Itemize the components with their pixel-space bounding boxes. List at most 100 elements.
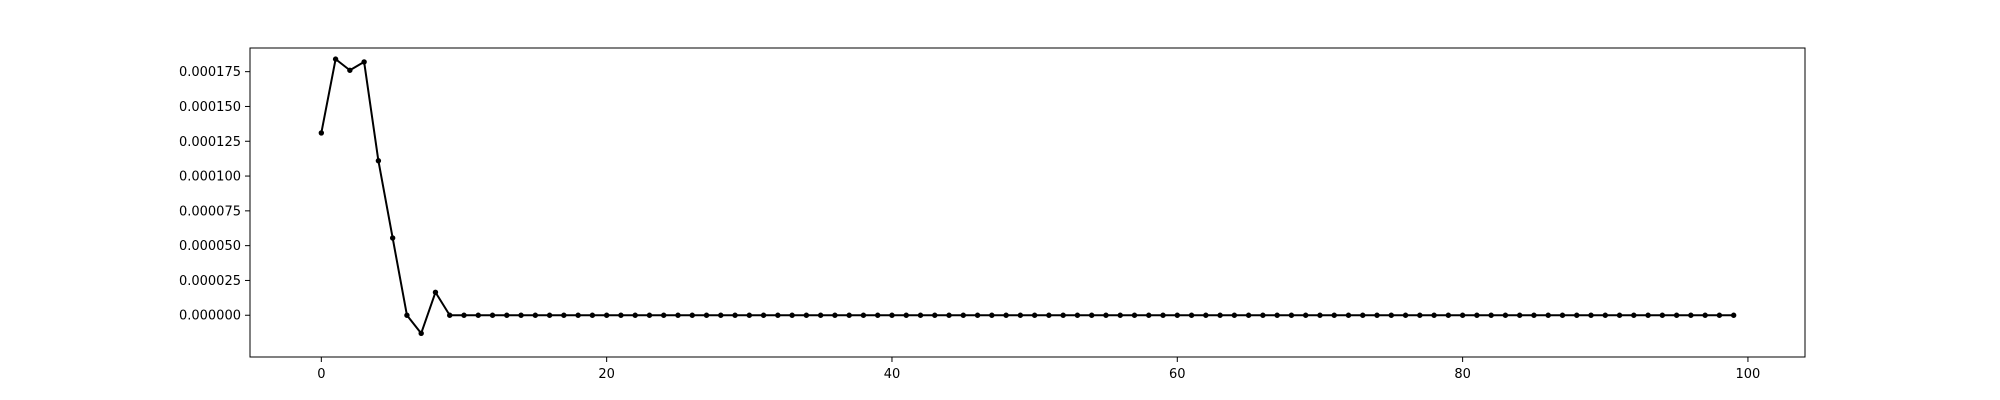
- data-point: [1074, 312, 1081, 318]
- data-point: [775, 312, 781, 318]
- data-point: [1516, 312, 1523, 318]
- data-point: [1117, 312, 1123, 318]
- data-point: [832, 312, 838, 318]
- data-point: [1060, 312, 1066, 318]
- data-point: [1146, 312, 1152, 318]
- data-point: [318, 130, 325, 136]
- data-point: [1631, 312, 1637, 318]
- data-point: [1345, 312, 1352, 318]
- data-point: [1088, 312, 1095, 318]
- data-point: [404, 312, 410, 318]
- data-point: [1702, 312, 1708, 318]
- data-point: [974, 312, 981, 318]
- plot-frame: [249, 47, 1806, 358]
- data-point: [1559, 312, 1566, 318]
- y-tick-label: 0.000125: [179, 135, 241, 150]
- x-tick-label: 0: [317, 367, 325, 382]
- data-point: [917, 312, 924, 318]
- data-point: [418, 330, 424, 337]
- data-point: [1474, 312, 1480, 318]
- data-point: [1445, 312, 1452, 318]
- y-axis: 0.000000 0.000025 0.000050 0.000075 0.000100…: [179, 65, 250, 324]
- data-point: [347, 67, 353, 73]
- x-tick-label: 40: [884, 367, 901, 382]
- data-point: [518, 312, 524, 318]
- data-point: [703, 312, 710, 318]
- data-point: [889, 312, 895, 318]
- data-point: [1488, 312, 1494, 318]
- x-tick-label: 20: [598, 367, 615, 382]
- data-point: [1716, 312, 1723, 318]
- data-point: [489, 312, 496, 318]
- data-point: [1673, 312, 1680, 318]
- data-point: [903, 312, 909, 318]
- data-point: [1231, 312, 1238, 318]
- data-point: [846, 312, 852, 318]
- data-point: [1302, 312, 1309, 318]
- data-point: [1574, 312, 1580, 318]
- data-point: [1188, 312, 1195, 318]
- y-tick-label: 0.000075: [179, 204, 241, 219]
- data-point: [760, 312, 767, 318]
- data-point: [875, 312, 881, 318]
- data-point: [1217, 312, 1223, 318]
- x-tick-label: 100: [1736, 367, 1761, 382]
- x-tick-label: 80: [1454, 367, 1471, 382]
- data-point: [746, 312, 753, 318]
- data-point: [1459, 312, 1466, 318]
- data-point: [1260, 312, 1266, 318]
- data-point: [1659, 312, 1666, 318]
- data-point: [1502, 312, 1509, 318]
- data-point: [1388, 312, 1394, 318]
- data-point: [1317, 312, 1323, 318]
- data-point: [946, 312, 952, 318]
- data-point: [960, 312, 967, 318]
- data-point: [1245, 312, 1252, 318]
- data-point: [1274, 312, 1280, 318]
- data-point: [661, 312, 667, 318]
- data-point: [1031, 312, 1038, 318]
- y-tick-label: 0.000050: [179, 239, 241, 254]
- data-point: [1616, 312, 1623, 318]
- data-point: [589, 312, 596, 318]
- data-point: [989, 312, 995, 318]
- data-point: [817, 312, 824, 318]
- data-point: [789, 312, 795, 318]
- data-point: [618, 312, 624, 318]
- data-point: [432, 289, 439, 295]
- data-point: [803, 312, 810, 318]
- data-point: [732, 312, 738, 318]
- data-point: [932, 312, 938, 318]
- data-point: [1374, 312, 1380, 318]
- data-point: [1417, 312, 1423, 318]
- data-point: [389, 235, 396, 241]
- data-point: [1402, 312, 1409, 318]
- data-point: [475, 312, 481, 318]
- y-tick-label: 0.000175: [179, 65, 241, 80]
- plot-area: [318, 56, 1737, 337]
- data-point: [332, 56, 339, 62]
- data-point: [1131, 312, 1138, 318]
- data-point: [447, 312, 453, 318]
- data-point: [546, 312, 553, 318]
- data-point: [504, 312, 510, 318]
- data-point: [1331, 312, 1337, 318]
- data-point: [1730, 312, 1737, 318]
- data-point: [461, 312, 467, 318]
- data-point: [689, 312, 695, 318]
- data-point: [1046, 312, 1052, 318]
- data-point: [1645, 312, 1651, 318]
- data-point: [1174, 312, 1180, 318]
- x-axis: 0 20 40 60 80 100: [317, 357, 1760, 382]
- y-tick-label: 0.000025: [179, 274, 241, 289]
- data-point: [361, 59, 367, 65]
- data-point: [632, 312, 638, 318]
- data-point: [1602, 312, 1608, 318]
- data-point: [1003, 312, 1009, 318]
- data-point: [603, 312, 610, 318]
- y-tick-label: 0.000100: [179, 170, 241, 185]
- data-point: [375, 158, 382, 164]
- data-point: [1103, 312, 1109, 318]
- data-point: [1531, 312, 1537, 318]
